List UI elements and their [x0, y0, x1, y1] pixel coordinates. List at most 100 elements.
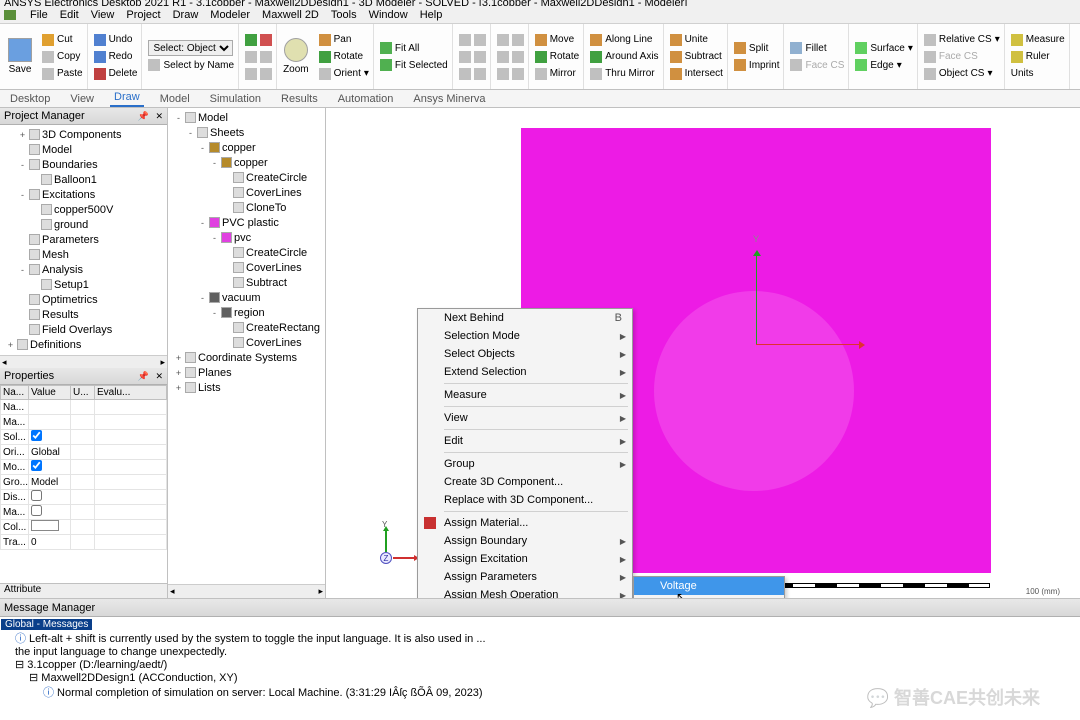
- tree-item[interactable]: +Coordinate Systems: [170, 350, 323, 365]
- tree-item[interactable]: Subtract: [170, 275, 323, 290]
- tree-item[interactable]: -copper: [170, 155, 323, 170]
- tree-item[interactable]: CreateCircle: [170, 245, 323, 260]
- tree-item[interactable]: Parameters: [2, 232, 165, 247]
- mirror-button[interactable]: Mirror: [535, 66, 579, 82]
- pin-icon[interactable]: 📌: [138, 111, 149, 122]
- tree-item[interactable]: -Excitations: [2, 187, 165, 202]
- menu-item[interactable]: Assign Parameters ▶: [418, 568, 632, 586]
- menu-edit[interactable]: Edit: [54, 9, 85, 21]
- tree-item[interactable]: Optimetrics: [2, 292, 165, 307]
- tab-strip[interactable]: DesktopViewDrawModelSimulationResultsAut…: [0, 90, 1080, 108]
- facecs-button[interactable]: Face CS: [790, 57, 844, 73]
- along-line-button[interactable]: Along Line: [590, 32, 658, 48]
- intersect-button[interactable]: Intersect: [670, 66, 723, 82]
- menu-item[interactable]: Assign Excitation ▶: [418, 550, 632, 568]
- tree-item[interactable]: Mesh: [2, 247, 165, 262]
- tree-item[interactable]: ground: [2, 217, 165, 232]
- tab-results[interactable]: Results: [277, 91, 322, 107]
- select-by-name-button[interactable]: Select by Name: [148, 57, 234, 73]
- cut-button[interactable]: Cut: [42, 32, 83, 48]
- delete-button[interactable]: Delete: [94, 66, 138, 82]
- property-row[interactable]: Ori...Global: [1, 445, 167, 460]
- pin-icon[interactable]: 📌: [138, 371, 149, 382]
- rotate2-button[interactable]: Rotate: [535, 49, 579, 65]
- units-button[interactable]: Units: [1011, 66, 1065, 82]
- copy-button[interactable]: Copy: [42, 49, 83, 65]
- menu-item[interactable]: Edit ▶: [418, 432, 632, 450]
- menu-project[interactable]: Project: [120, 9, 166, 21]
- relcs-button[interactable]: Relative CS ▾: [924, 32, 1000, 48]
- tree-item[interactable]: -vacuum: [170, 290, 323, 305]
- tree-item[interactable]: CoverLines: [170, 260, 323, 275]
- tab-model[interactable]: Model: [156, 91, 194, 107]
- tree-item[interactable]: Field Overlays: [2, 322, 165, 337]
- menu-window[interactable]: Window: [363, 9, 414, 21]
- menu-item[interactable]: Voltage: [634, 577, 784, 595]
- menu-item[interactable]: Assign Material...: [418, 514, 632, 532]
- surface-button[interactable]: Surface ▾: [855, 40, 913, 56]
- redo-button[interactable]: Redo: [94, 49, 138, 65]
- menu-modeler[interactable]: Modeler: [204, 9, 256, 21]
- property-row[interactable]: Mo...: [1, 460, 167, 475]
- scrollbar[interactable]: ◂▸: [168, 584, 325, 598]
- menu-maxwell 2d[interactable]: Maxwell 2D: [256, 9, 325, 21]
- edge-button[interactable]: Edge ▾: [855, 57, 913, 73]
- property-row[interactable]: Sol...: [1, 430, 167, 445]
- project-tree[interactable]: +3D Components Model -Boundaries Balloon…: [0, 125, 167, 355]
- menu-item[interactable]: Assign Boundary ▶: [418, 532, 632, 550]
- property-row[interactable]: Gro...Model: [1, 475, 167, 490]
- tree-item[interactable]: +Planes: [170, 365, 323, 380]
- menu-item[interactable]: Next Behind B: [418, 309, 632, 327]
- tree-item[interactable]: -Analysis: [2, 262, 165, 277]
- thru-mirror-button[interactable]: Thru Mirror: [590, 66, 658, 82]
- properties-table[interactable]: Na... Value U... Evalu... Na...Ma...Sol.…: [0, 385, 167, 583]
- close-icon[interactable]: ✕: [155, 371, 163, 382]
- scrollbar[interactable]: ◂▸: [0, 355, 167, 368]
- pan-button[interactable]: Pan: [319, 32, 369, 48]
- subtract-button[interactable]: Subtract: [670, 49, 723, 65]
- rotate-button[interactable]: Rotate: [319, 49, 369, 65]
- tree-item[interactable]: -copper: [170, 140, 323, 155]
- close-icon[interactable]: ✕: [155, 111, 163, 122]
- coord-gizmo[interactable]: Y Z: [366, 538, 406, 578]
- model-tree[interactable]: -Model -Sheets -copper -copper CreateCir…: [168, 108, 325, 584]
- split-button[interactable]: Split: [734, 40, 780, 56]
- property-row[interactable]: Col...: [1, 520, 167, 535]
- tree-item[interactable]: -PVC plastic: [170, 215, 323, 230]
- menu-item[interactable]: Create 3D Component...: [418, 473, 632, 491]
- menu-item[interactable]: Extend Selection ▶: [418, 363, 632, 381]
- ruler-button[interactable]: Ruler: [1011, 49, 1065, 65]
- tree-item[interactable]: -pvc: [170, 230, 323, 245]
- tree-item[interactable]: +Lists: [170, 380, 323, 395]
- imprint-button[interactable]: Imprint: [734, 57, 780, 73]
- menu-draw[interactable]: Draw: [167, 9, 205, 21]
- measure-button[interactable]: Measure: [1011, 32, 1065, 48]
- unite-button[interactable]: Unite: [670, 32, 723, 48]
- tree-item[interactable]: +3D Components: [2, 127, 165, 142]
- menu-item[interactable]: Measure ▶: [418, 386, 632, 404]
- fit-sel-button[interactable]: Fit Selected: [380, 57, 448, 73]
- tree-item[interactable]: -Model: [170, 110, 323, 125]
- property-row[interactable]: Ma...: [1, 505, 167, 520]
- orient-button[interactable]: Orient ▾: [319, 66, 369, 82]
- fit-all-button[interactable]: Fit All: [380, 40, 448, 56]
- tree-item[interactable]: CoverLines: [170, 335, 323, 350]
- menu-item[interactable]: Select Objects ▶: [418, 345, 632, 363]
- menu-file[interactable]: File: [24, 9, 54, 21]
- fillet-button[interactable]: Fillet: [790, 40, 844, 56]
- tab-simulation[interactable]: Simulation: [206, 91, 265, 107]
- tab-automation[interactable]: Automation: [334, 91, 398, 107]
- tree-item[interactable]: Setup1: [2, 277, 165, 292]
- tab-desktop[interactable]: Desktop: [6, 91, 54, 107]
- tree-item[interactable]: Model: [2, 142, 165, 157]
- zoom-button[interactable]: Zoom: [279, 36, 313, 77]
- paste-button[interactable]: Paste: [42, 66, 83, 82]
- menu-item[interactable]: Replace with 3D Component...: [418, 491, 632, 509]
- property-row[interactable]: Tra...0: [1, 535, 167, 550]
- tab-view[interactable]: View: [66, 91, 98, 107]
- tree-item[interactable]: +Definitions: [2, 337, 165, 352]
- objcs-button[interactable]: Object CS ▾: [924, 66, 1000, 82]
- tree-item[interactable]: CreateRectang: [170, 320, 323, 335]
- tab-ansys minerva[interactable]: Ansys Minerva: [409, 91, 489, 107]
- save-button[interactable]: Save: [4, 36, 36, 77]
